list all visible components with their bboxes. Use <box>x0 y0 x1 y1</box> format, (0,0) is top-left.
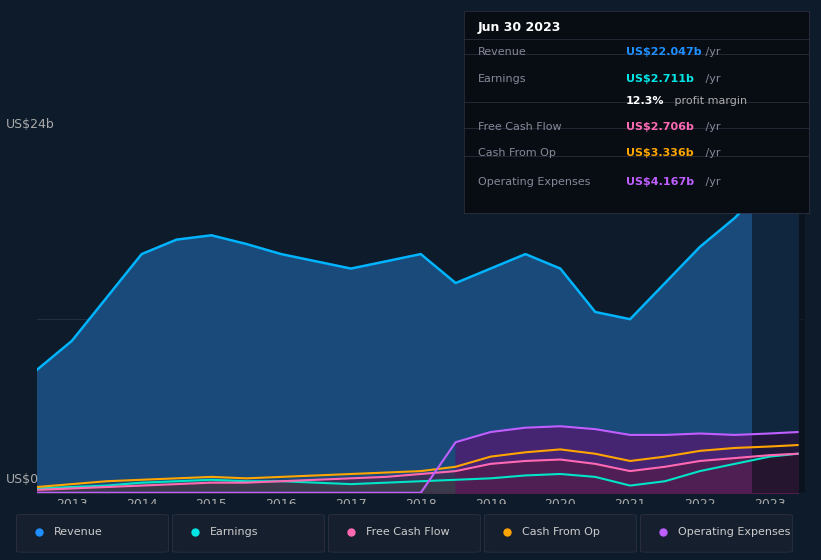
Text: /yr: /yr <box>702 122 720 132</box>
Text: US$2.706b: US$2.706b <box>626 122 694 132</box>
Text: Jun 30 2023: Jun 30 2023 <box>478 21 561 34</box>
Text: profit margin: profit margin <box>671 96 747 106</box>
Text: US$3.336b: US$3.336b <box>626 148 694 158</box>
Text: Operating Expenses: Operating Expenses <box>478 176 590 186</box>
Text: Cash From Op: Cash From Op <box>478 148 556 158</box>
Text: Revenue: Revenue <box>54 527 103 537</box>
Text: Free Cash Flow: Free Cash Flow <box>478 122 562 132</box>
Text: US$24b: US$24b <box>7 118 55 131</box>
Bar <box>752 146 805 493</box>
Text: Earnings: Earnings <box>210 527 259 537</box>
FancyBboxPatch shape <box>16 515 168 552</box>
FancyBboxPatch shape <box>484 515 636 552</box>
Text: /yr: /yr <box>702 176 720 186</box>
Text: /yr: /yr <box>702 74 720 83</box>
Text: Earnings: Earnings <box>478 74 526 83</box>
FancyBboxPatch shape <box>328 515 480 552</box>
FancyBboxPatch shape <box>172 515 324 552</box>
Text: US$0: US$0 <box>7 473 39 486</box>
Text: /yr: /yr <box>702 148 720 158</box>
Text: Free Cash Flow: Free Cash Flow <box>366 527 450 537</box>
FancyBboxPatch shape <box>640 515 792 552</box>
Text: US$22.047b: US$22.047b <box>626 48 702 58</box>
Text: Cash From Op: Cash From Op <box>522 527 600 537</box>
Text: /yr: /yr <box>702 48 720 58</box>
Text: Revenue: Revenue <box>478 48 526 58</box>
Text: US$2.711b: US$2.711b <box>626 74 694 83</box>
Text: 12.3%: 12.3% <box>626 96 664 106</box>
Text: Operating Expenses: Operating Expenses <box>678 527 791 537</box>
Text: US$4.167b: US$4.167b <box>626 176 694 186</box>
